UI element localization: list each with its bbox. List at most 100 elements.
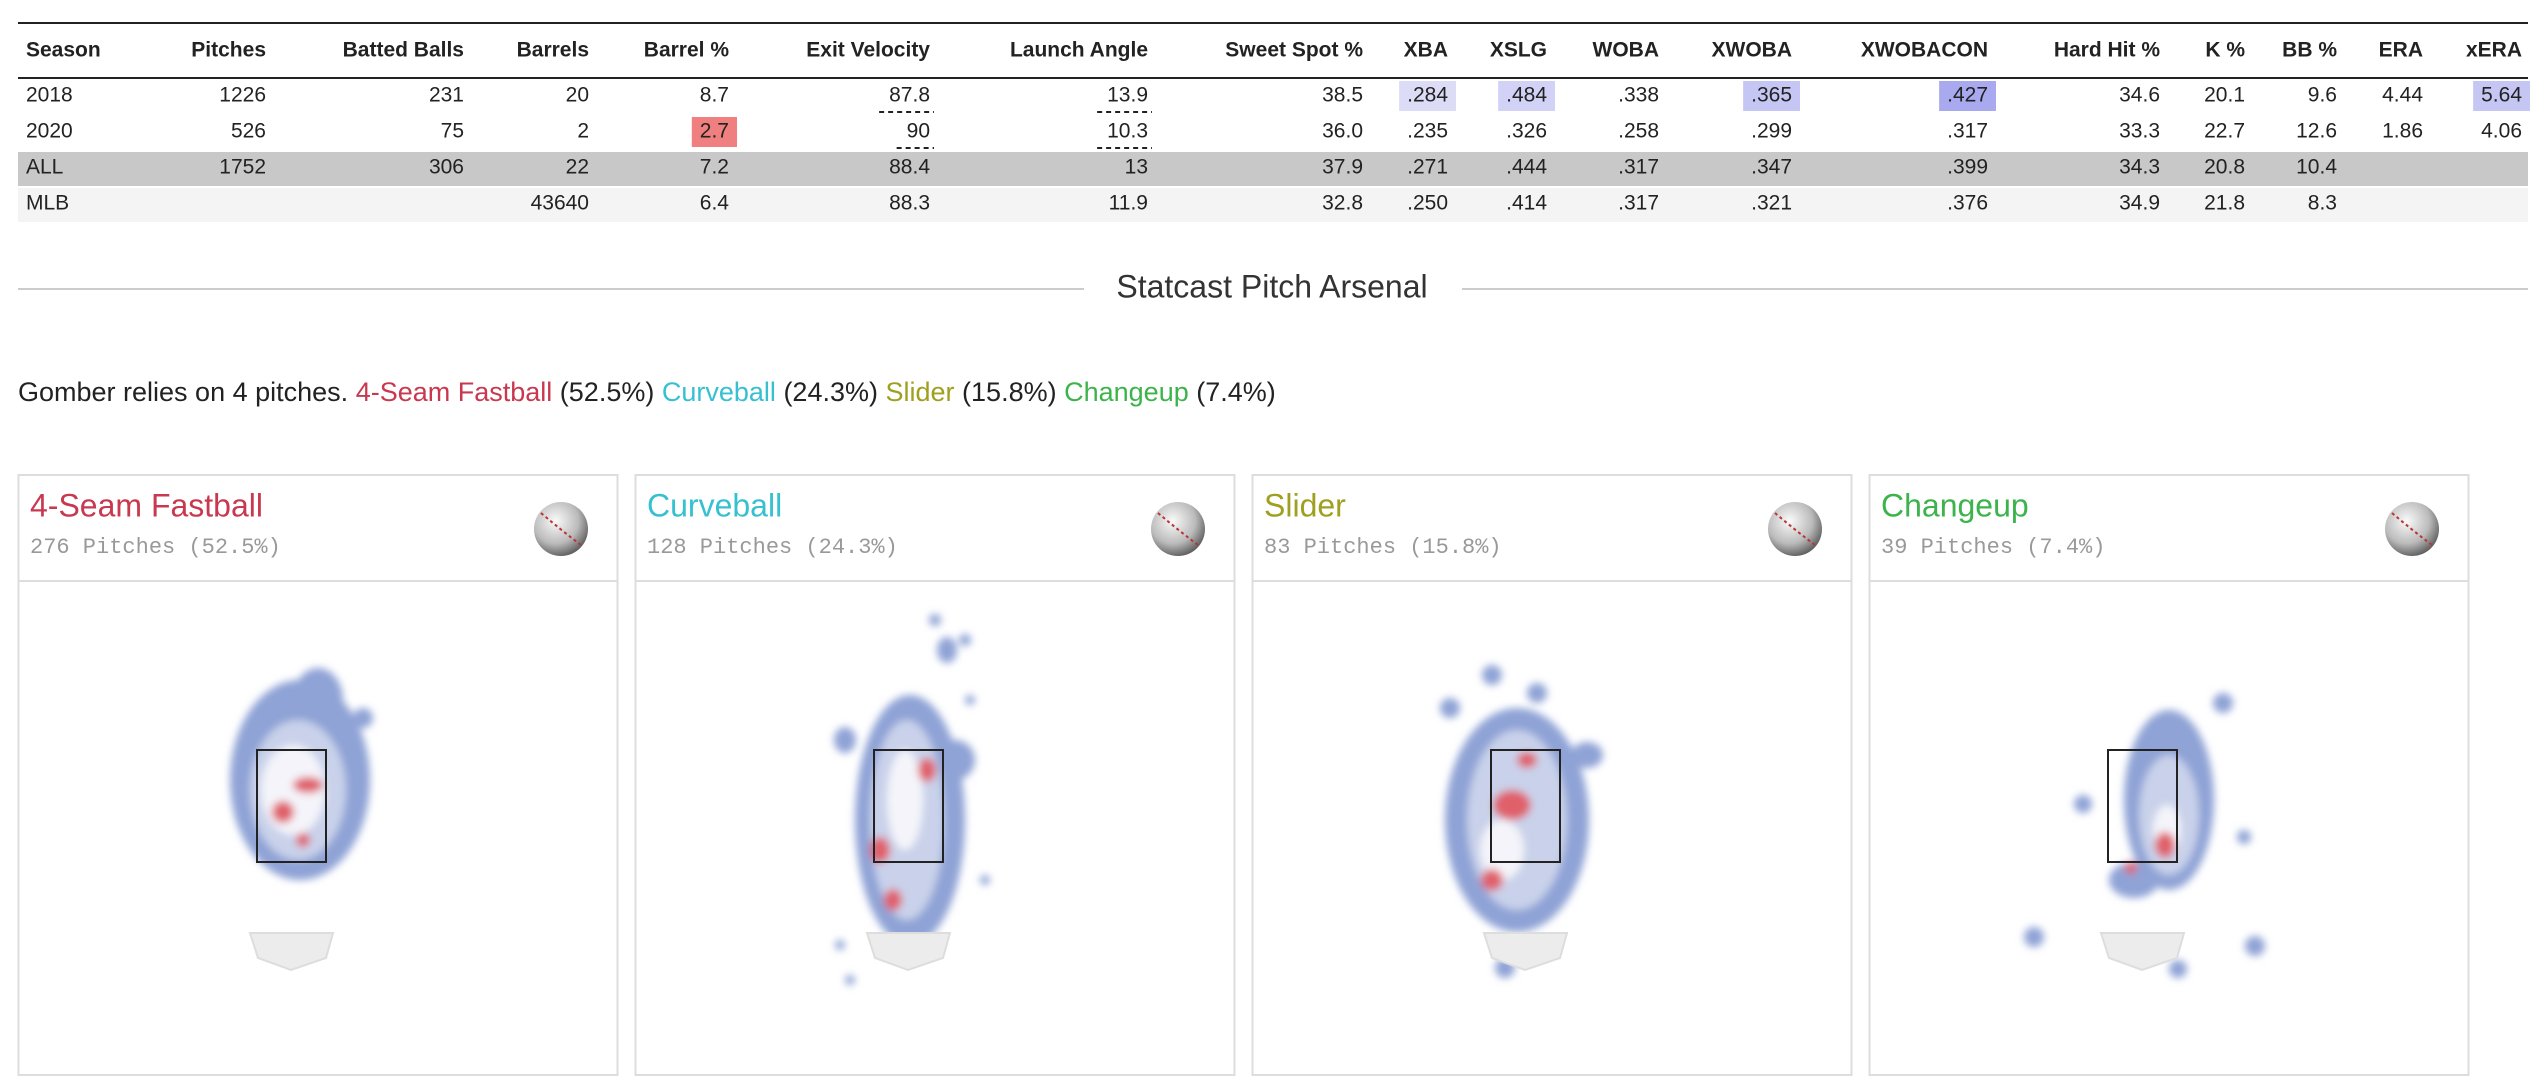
strike-zone xyxy=(873,749,944,863)
pitch-share: (15.8%) xyxy=(962,377,1057,407)
table-cell: 306 xyxy=(429,156,464,179)
cell-highlight xyxy=(1498,81,1555,111)
table-cell: 1.86 xyxy=(2382,120,2423,143)
cell-highlight xyxy=(1939,81,1996,111)
card-subtitle: 83 Pitches (15.8%) xyxy=(1264,535,1502,560)
table-cell: 36.0 xyxy=(1322,120,1363,143)
density-blob xyxy=(834,727,856,753)
density-blob xyxy=(835,940,845,950)
table-cell: .258 xyxy=(1618,120,1659,143)
density-blob xyxy=(2245,936,2265,956)
density-blob xyxy=(1493,790,1531,820)
pitch-name: Slider xyxy=(886,377,955,407)
table-cell: 526 xyxy=(231,120,266,143)
intro-lead: Gomber relies on 4 pitches. xyxy=(18,377,348,407)
row-bg xyxy=(18,188,2528,222)
table-cell: .427 xyxy=(1947,84,1988,107)
row-bg xyxy=(18,152,2528,186)
density-blob xyxy=(959,634,971,646)
table-cell: 43640 xyxy=(531,192,589,215)
table-cell: 5.64 xyxy=(2481,84,2522,107)
table-cell: 22.7 xyxy=(2204,120,2245,143)
table-cell: 2018 xyxy=(26,84,73,107)
density-blob xyxy=(2237,830,2251,844)
table-cell: 20 xyxy=(566,84,589,107)
table-cell: 20.8 xyxy=(2204,156,2245,179)
table-cell: 75 xyxy=(441,120,464,143)
heatmap xyxy=(2024,693,2265,978)
ball-seam xyxy=(2391,512,2433,546)
table-cell: .347 xyxy=(1751,156,1792,179)
cell-highlight xyxy=(691,117,737,147)
home-plate xyxy=(2099,932,2186,972)
table-cell: 2020 xyxy=(26,120,73,143)
density-blob xyxy=(293,777,323,793)
card-subtitle: 276 Pitches (52.5%) xyxy=(30,535,281,560)
pitch-card: Curveball 128 Pitches (24.3%) xyxy=(634,474,1236,1076)
table-cell: ALL xyxy=(26,156,63,179)
density-blob xyxy=(937,637,957,663)
table-cell: .326 xyxy=(1506,120,1547,143)
density-blob xyxy=(2074,795,2092,813)
density-blob xyxy=(2165,713,2185,733)
table-cell: 13 xyxy=(1125,156,1148,179)
table-cell: .414 xyxy=(1506,192,1547,215)
density-blob xyxy=(887,750,923,850)
density-blob xyxy=(2213,693,2233,713)
card-title: 4-Seam Fastball xyxy=(30,487,263,523)
column-header: ERA xyxy=(2379,39,2423,62)
table-cell: 9.6 xyxy=(2308,84,2337,107)
table-cell: 4.06 xyxy=(2481,120,2522,143)
strike-zone xyxy=(256,749,327,863)
table-cell: .321 xyxy=(1751,192,1792,215)
table-cell: 231 xyxy=(429,84,464,107)
pitch-name: 4-Seam Fastball xyxy=(356,377,553,407)
table-cell: .317 xyxy=(1618,192,1659,215)
stats-table: Season Pitches Batted Balls Barrels Barrel %… xyxy=(18,22,2530,222)
pitch-share: (52.5%) xyxy=(560,377,655,407)
column-header: XSLG xyxy=(1490,39,1547,62)
table-cell: .399 xyxy=(1947,156,1988,179)
table-cell: 2 xyxy=(577,120,589,143)
table-cell: .271 xyxy=(1407,156,1448,179)
table-cell: 88.4 xyxy=(889,156,930,179)
table-cell: 34.3 xyxy=(2119,156,2160,179)
cell-highlight xyxy=(1399,81,1456,111)
table-cell: 21.8 xyxy=(2204,192,2245,215)
table-cell: 1752 xyxy=(219,156,266,179)
table-cell: 4.44 xyxy=(2382,84,2423,107)
density-blob xyxy=(1482,665,1502,685)
ball-seam xyxy=(540,512,582,546)
table-cell: .444 xyxy=(1506,156,1547,179)
table-cell: .365 xyxy=(1751,84,1792,107)
density-blob xyxy=(296,833,310,847)
table-cell: .284 xyxy=(1407,84,1448,107)
column-header: Barrel % xyxy=(644,39,730,62)
table-cell: 13.9 xyxy=(1107,84,1148,107)
column-header: Barrels xyxy=(517,39,589,62)
cell-highlight xyxy=(2473,81,2530,111)
table-cell: 38.5 xyxy=(1322,84,1363,107)
density-blob xyxy=(884,889,902,911)
column-header: XWOBACON xyxy=(1861,39,1988,62)
pitch-share: (24.3%) xyxy=(783,377,878,407)
density-blob xyxy=(1517,752,1537,768)
home-plate xyxy=(248,932,335,972)
density-blob xyxy=(929,614,941,626)
density-blob xyxy=(2125,862,2137,874)
density-blob xyxy=(1481,869,1503,891)
density-blob xyxy=(1571,742,1603,768)
table-cell: 22 xyxy=(566,156,589,179)
heatmap xyxy=(834,614,990,985)
card-title: Slider xyxy=(1264,487,1346,523)
pitch-name: Curveball xyxy=(662,377,776,407)
table-cell: 12.6 xyxy=(2296,120,2337,143)
density-blob xyxy=(293,668,343,732)
table-cell: 2.7 xyxy=(700,120,729,143)
table-cell: .317 xyxy=(1947,120,1988,143)
table-cell: 8.7 xyxy=(700,84,729,107)
column-header: BB % xyxy=(2282,39,2337,62)
table-cell: .235 xyxy=(1407,120,1448,143)
pitch-share: (7.4%) xyxy=(1196,377,1276,407)
